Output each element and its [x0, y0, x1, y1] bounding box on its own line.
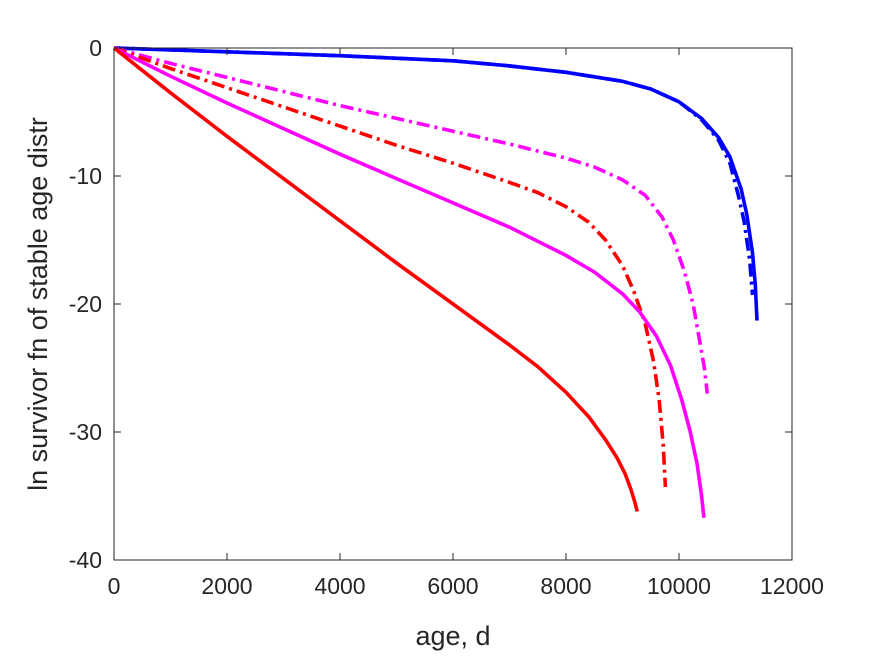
x-axis-label: age, d — [415, 621, 490, 651]
x-tick-label: 0 — [108, 573, 121, 599]
y-tick-label: -40 — [69, 547, 102, 573]
y-axis-label: ln survivor fn of stable age distr — [23, 117, 53, 491]
series-line-6 — [112, 46, 639, 512]
y-tick-label: 0 — [89, 35, 102, 61]
y-tick-label: -20 — [69, 291, 102, 317]
y-tick-label: -30 — [69, 419, 102, 445]
x-tick-label: 12000 — [760, 573, 824, 599]
axis-ticks: 0 2000 4000 6000 8000 10000 12000 0 -10 -20 -30 -40 — [69, 35, 824, 599]
x-tick-label: 6000 — [427, 573, 478, 599]
x-tick-label: 4000 — [314, 573, 365, 599]
x-tick-label: 2000 — [201, 573, 252, 599]
plot-lines — [112, 46, 759, 518]
x-tick-label: 10000 — [647, 573, 711, 599]
x-tick-label: 8000 — [540, 573, 591, 599]
series-line-4 — [113, 46, 668, 488]
series-line-1 — [113, 46, 759, 321]
series-line-2 — [113, 46, 755, 296]
y-tick-label: -10 — [69, 163, 102, 189]
series-line-5 — [113, 46, 706, 518]
series-line-3 — [113, 46, 710, 394]
